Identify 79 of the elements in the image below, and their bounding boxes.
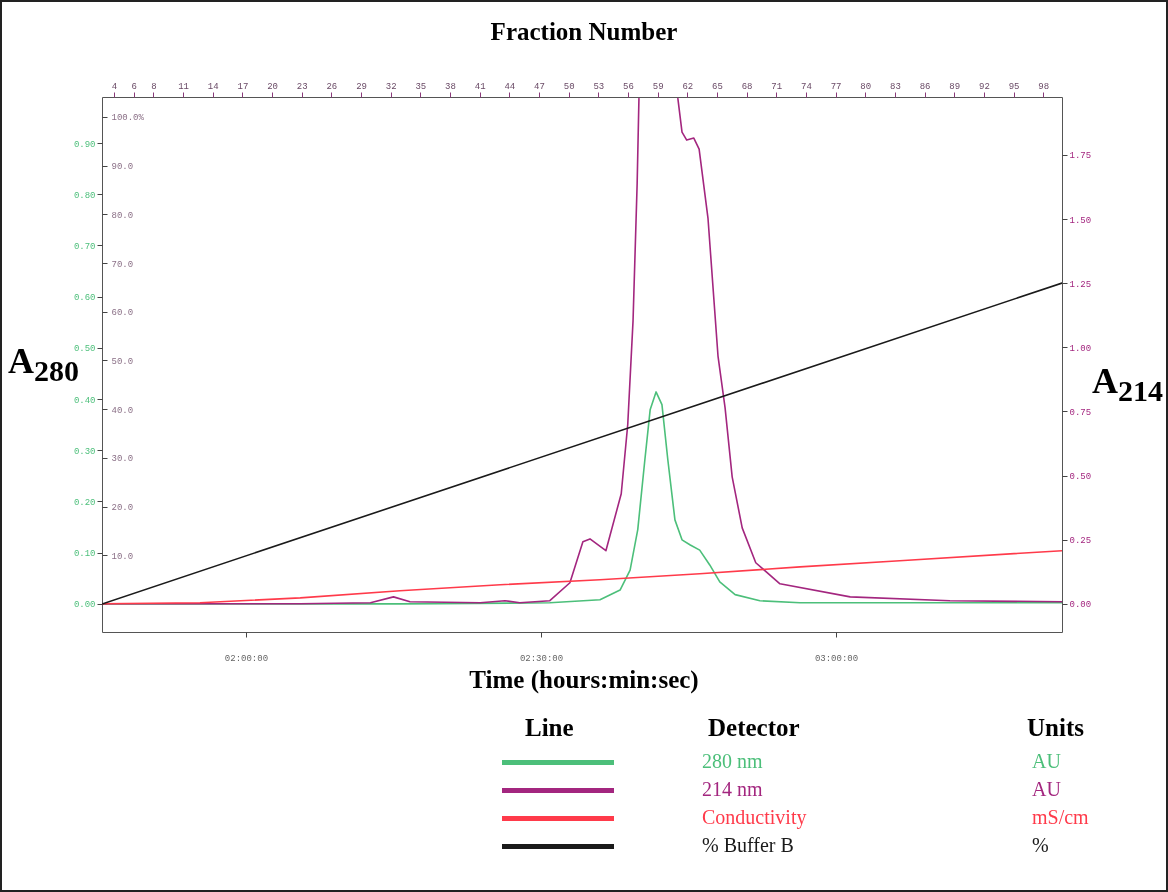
y3-tick-label: 100.0% [111, 113, 145, 124]
y-tick-label: 0.40 [73, 395, 96, 406]
y2-tick-label: 1.25 [1069, 279, 1092, 290]
x2-tick-label: 44 [504, 81, 516, 92]
x2-tick-label: 86 [919, 81, 931, 92]
y3-tick-label: 20.0 [111, 503, 134, 514]
x2-tick-label: 6 [131, 81, 137, 92]
y-tick-label: 0.90 [73, 139, 96, 150]
y2-tick-label: 0.00 [1069, 600, 1092, 611]
x-axis-title: Time (hours:min:sec) [468, 666, 700, 694]
y-tick-label: 0.10 [73, 549, 96, 560]
x2-tick-label: 56 [623, 81, 634, 92]
text: 214 nm [702, 778, 763, 801]
y2-tick-label: 1.00 [1069, 343, 1092, 354]
text: 280 nm [702, 750, 763, 773]
text: AU [1032, 778, 1061, 801]
y-tick-label: 0.50 [73, 344, 96, 355]
y3-tick-label: 30.0 [111, 454, 134, 465]
x2-tick-label: 68 [741, 81, 753, 92]
y3-tick-label: 40.0 [111, 405, 134, 416]
x2-tick-label: 11 [178, 81, 189, 92]
x-tick-label: 02:30:00 [519, 653, 564, 664]
y2-tick-label: 1.50 [1069, 215, 1092, 226]
y-tick-label: 0.00 [73, 600, 96, 611]
x2-tick-label: 20 [267, 81, 278, 92]
text: Units [1027, 714, 1084, 742]
text: AU [1032, 750, 1061, 773]
x2-tick-label: 71 [771, 81, 783, 92]
x2-tick-label: 38 [445, 81, 456, 92]
y-tick-label: 0.20 [73, 497, 96, 508]
x2-tick-label: 23 [296, 81, 308, 92]
x2-tick-label: 8 [151, 81, 157, 92]
x2-tick-label: 62 [682, 81, 694, 92]
y2-axis-title: A$_{214}$ [1092, 360, 1163, 409]
x2-tick-label: 74 [801, 81, 812, 92]
y3-tick-label: 90.0 [111, 162, 134, 173]
text: Line [525, 714, 574, 742]
x-tick-label: 03:00:00 [814, 653, 859, 664]
x2-tick-label: 59 [652, 81, 664, 92]
x2-tick-label: 50 [563, 81, 575, 92]
line-series [102, 549, 1062, 605]
y-tick-label: 0.70 [73, 241, 96, 252]
x2-tick-label: 53 [593, 81, 605, 92]
x2-tick-label: 29 [356, 81, 367, 92]
y2-tick-label: 0.50 [1069, 472, 1092, 483]
y3-tick-label: 50.0 [111, 356, 134, 367]
y-tick-label: 0.60 [73, 293, 96, 304]
x2-tick-label: 17 [237, 81, 249, 92]
y3-tick-label: 70.0 [111, 259, 134, 270]
y2-tick-label: 1.75 [1069, 151, 1092, 162]
x2-axis-title: Fraction Number [489, 18, 679, 46]
x-tick-label: 02:00:00 [224, 653, 269, 664]
y-tick-label: 0.30 [73, 446, 96, 457]
x2-tick-label: 77 [830, 81, 842, 92]
x2-tick-label: 4 [111, 81, 118, 92]
y3-tick-label: 80.0 [111, 210, 134, 221]
y-tick-label: 0.80 [73, 190, 96, 201]
y3-tick-label: 10.0 [111, 551, 134, 562]
text: % Buffer B [702, 834, 794, 857]
x2-tick-label: 41 [474, 81, 486, 92]
legend-title: Detector [708, 714, 800, 742]
text: mS/cm [1032, 806, 1089, 829]
x2-tick-label: 26 [326, 81, 338, 92]
x2-tick-label: 35 [415, 81, 427, 92]
x2-tick-label: 14 [207, 81, 219, 92]
x2-tick-label: 80 [860, 81, 872, 92]
x2-tick-label: 95 [1008, 81, 1020, 92]
x2-tick-label: 83 [890, 81, 901, 92]
x2-tick-label: 47 [534, 81, 545, 92]
y2-tick-label: 0.25 [1069, 536, 1092, 547]
x2-tick-label: 32 [385, 81, 397, 92]
text: % [1032, 834, 1049, 857]
text: Conductivity [702, 806, 807, 829]
x2-tick-label: 65 [712, 81, 723, 92]
x2-tick-label: 89 [949, 81, 961, 92]
y3-tick-label: 60.0 [111, 308, 134, 319]
x2-tick-label: 92 [978, 81, 990, 92]
y2-tick-label: 0.75 [1069, 407, 1092, 418]
x2-tick-label: 98 [1038, 81, 1050, 92]
